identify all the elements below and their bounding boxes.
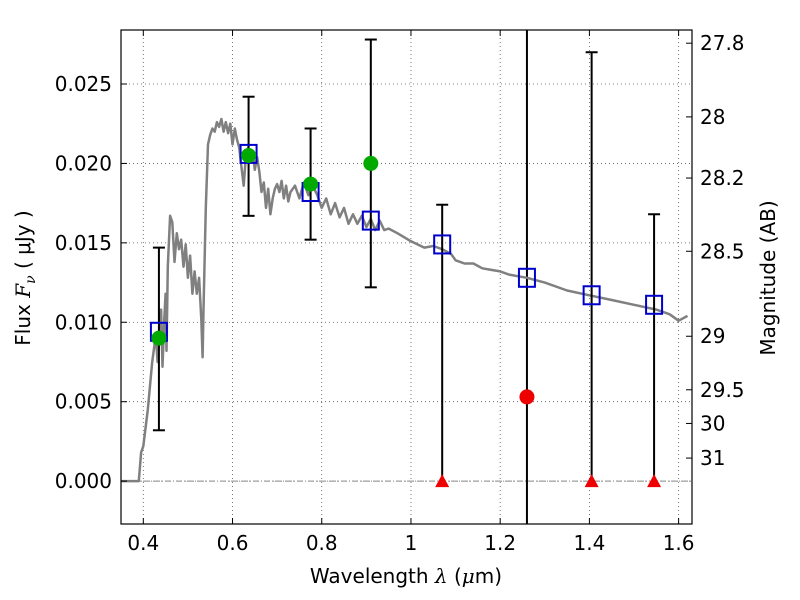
detection-point [151,330,167,346]
x-tick-label: 0.8 [306,531,338,555]
upper-limit-triangle [647,474,662,488]
x-tick-label: 0.6 [217,531,249,555]
y-tick-label: 0.020 [55,151,112,175]
y2-tick-label: 27.8 [700,31,745,55]
model-spectrum-line [121,117,689,483]
axis-ticks: 0.4 0.6 0.8 1 1.2 1.4 1.6 0.000 0.005 0.010 0.015 0… [55,30,745,555]
x-tick-label: 0.4 [127,531,159,555]
model-band-flux-square [645,294,664,315]
y2-tick-label: 31 [700,446,725,470]
x-tick-label: 1.2 [484,531,516,555]
model-band-flux-square [433,234,452,255]
grid-lines [121,30,692,524]
detection-point [363,155,379,171]
y-axis-label: Flux Fν ( μJy ) [11,210,39,345]
y2-tick-label: 28 [700,105,725,129]
upper-limit-triangle [584,474,599,488]
model-band-flux-square [582,285,601,306]
y2-tick-label: 28.5 [700,239,745,263]
y-tick-label: 0.005 [55,390,112,414]
plot-area [121,30,689,524]
detection-point [303,176,319,192]
y-tick-label: 0.025 [55,72,112,96]
model-band-flux-square [517,267,536,288]
red-flux-point [519,389,535,405]
detection-point [241,147,257,163]
x-tick-label: 1.4 [573,531,605,555]
y2-tick-label: 29 [700,324,725,348]
y2-tick-label: 28.2 [700,166,745,190]
model-band-flux-square [361,210,380,231]
x-axis-label: Wavelength λ (μm) [310,564,502,588]
y2-tick-label: 30 [700,411,725,435]
upper-limit-triangle [435,474,450,488]
x-tick-label: 1.6 [663,531,695,555]
y2-axis-label: Magnitude (AB) [756,200,780,355]
x-tick-label: 1 [405,531,418,555]
plot-frame [120,29,693,525]
y-tick-label: 0.015 [55,231,112,255]
y-tick-label: 0.010 [55,310,112,334]
y2-tick-label: 29.5 [700,378,745,402]
y-tick-label: 0.000 [55,469,112,493]
